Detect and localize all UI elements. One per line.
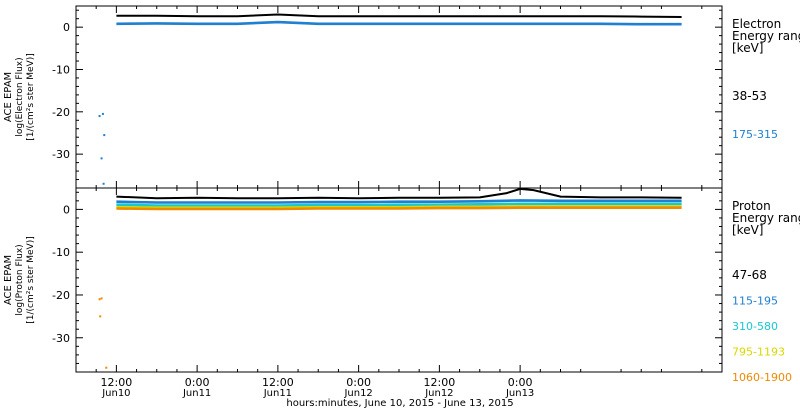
legend-entry: 310-580: [732, 320, 778, 333]
legend-entry: 47-68: [732, 268, 767, 282]
y-tick-label: -30: [52, 332, 70, 345]
outlier-point: [98, 115, 101, 118]
series-line: [116, 13, 682, 18]
y-axis-label: log(Proton Flux): [15, 244, 25, 315]
y-tick-label: -20: [52, 289, 70, 302]
outlier-point: [102, 182, 105, 185]
legend-entry: 115-195: [732, 295, 778, 308]
y-tick-label: -10: [52, 63, 70, 76]
electron-panel: 0 -10 -20 -30 ACE EPAM log(Electron Flux) [1/(…: [3, 5, 800, 189]
legend-title: Energy range: [732, 29, 800, 43]
x-tick-time: 12:00: [101, 376, 133, 389]
legend-entry: 38-53: [732, 89, 767, 103]
outlier-point: [105, 366, 108, 369]
x-tick-date: Jun11: [182, 388, 211, 399]
y-axis-label: ACE EPAM: [3, 72, 14, 122]
x-tick-date: Jun11: [263, 388, 292, 399]
y-tick-label: 0: [63, 21, 70, 34]
outlier-point: [100, 297, 103, 300]
legend-title: [keV]: [732, 41, 763, 55]
y-tick-label: -30: [52, 148, 70, 161]
legend-title: Electron: [732, 17, 781, 31]
legend-title: Energy range: [732, 211, 800, 225]
x-axis-labels: 12:00Jun100:00Jun1112:00Jun110:00Jun1212…: [101, 376, 535, 409]
legend-title: Proton: [732, 199, 771, 213]
legend-entry: 175-315: [732, 128, 778, 141]
y-tick-label: 0: [63, 203, 70, 216]
series-line: [116, 187, 682, 200]
x-axis-label: hours:minutes, June 10, 2015 - June 13, …: [286, 398, 513, 409]
series-line: [116, 20, 682, 26]
outlier-point: [103, 134, 106, 137]
y-axis-label: log(Electron Flux): [15, 57, 25, 136]
x-tick-date: Jun12: [343, 388, 372, 399]
x-tick-date: Jun10: [101, 388, 130, 399]
plot-frame: [75, 5, 723, 189]
outlier-point: [99, 315, 102, 318]
proton-panel: 0 -10 -20 -30 ACE EPAM log(Proton Flux) [1/(cm…: [3, 187, 800, 384]
y-tick-label: -20: [52, 106, 70, 119]
legend-title: [keV]: [732, 223, 763, 237]
legend-entry: 1060-1900: [732, 371, 792, 384]
x-tick-time: 0:00: [185, 376, 210, 389]
legend-entry: 795-1193: [732, 346, 785, 359]
plot-frame: [75, 187, 723, 373]
outlier-point: [100, 157, 103, 160]
y-axis-label: [1/(cm²s ster MeV)]: [26, 236, 36, 323]
outlier-point: [101, 112, 104, 115]
x-tick-time: 0:00: [346, 376, 371, 389]
series-line: [116, 199, 682, 204]
x-tick-date: Jun13: [505, 388, 534, 399]
series-line: [116, 202, 682, 207]
series-line: [116, 206, 682, 211]
outlier-point: [98, 298, 101, 301]
x-tick-time: 12:00: [424, 376, 456, 389]
y-axis-label: [1/(cm²s ster MeV)]: [26, 53, 36, 140]
x-tick-time: 12:00: [262, 376, 294, 389]
y-tick-label: -10: [52, 246, 70, 259]
x-tick-date: Jun12: [424, 388, 453, 399]
y-axis-label: ACE EPAM: [3, 255, 14, 305]
x-tick-time: 0:00: [508, 376, 533, 389]
